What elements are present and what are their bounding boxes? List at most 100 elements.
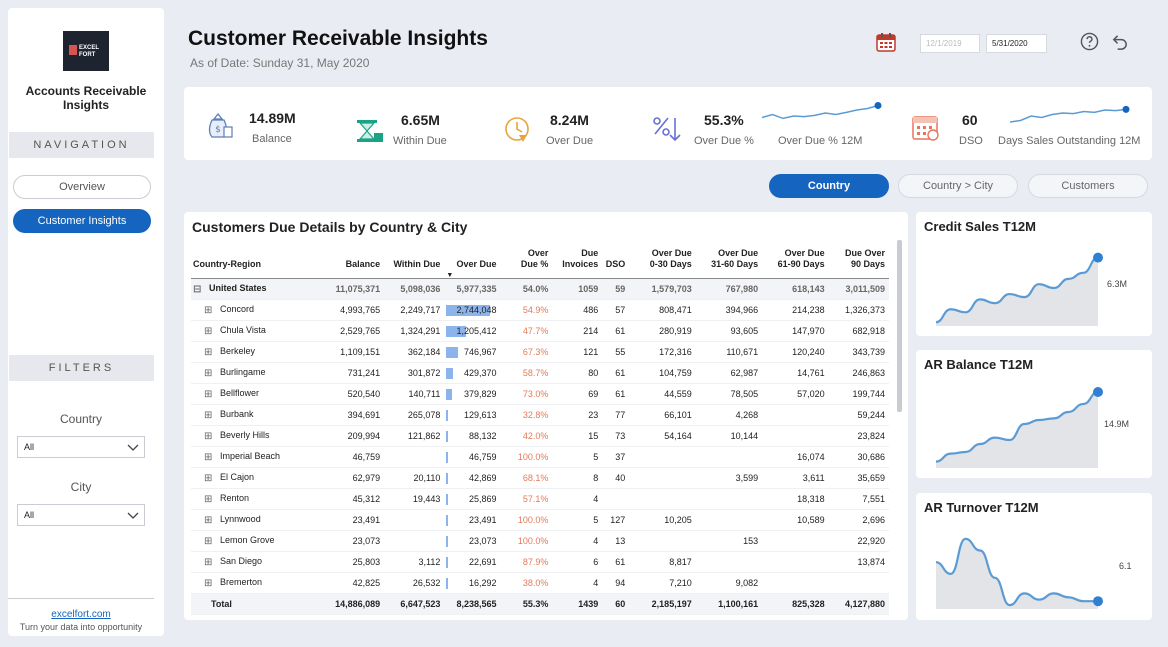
table-cell — [828, 572, 889, 594]
table-row[interactable]: ⊞ Berkeley 1,109,151 362,184 746,967 67.3% 121… — [191, 341, 889, 363]
table-row[interactable]: ⊞ Concord 4,993,765 2,249,717 2,744,048 54.9%… — [191, 299, 889, 321]
column-header[interactable]: Over Due 0-30 Days — [629, 242, 696, 279]
city-cell: ⊞ Imperial Beach — [191, 446, 324, 468]
over-due-pct-cell: 54.9% — [500, 299, 553, 321]
table-row[interactable]: ⊞ Bremerton 42,825 26,532 16,292 38.0% 4 94 7,21… — [191, 572, 889, 594]
expand-icon[interactable]: ⊞ — [204, 409, 213, 421]
column-header[interactable]: Over Due ▼ — [444, 242, 501, 279]
city-cell: ⊞ Bellflower — [191, 383, 324, 405]
table-row[interactable]: ⊞ Beverly Hills 209,994 121,862 88,132 42.0% 1… — [191, 425, 889, 447]
table-row[interactable]: ⊞ San Diego 25,803 3,112 22,691 87.9% 6 61 8,817… — [191, 551, 889, 573]
column-header[interactable]: Over Due % — [500, 242, 553, 279]
over-due-pct-cell: 68.1% — [500, 467, 553, 489]
column-header[interactable]: Balance — [323, 242, 385, 279]
app-title: Accounts Receivable Insights — [25, 84, 147, 112]
nav-overview-button[interactable]: Overview — [13, 175, 151, 199]
date-from-input[interactable]: 12/1/2019 — [920, 34, 980, 53]
table-row[interactable]: ⊞ Bellflower 520,540 140,711 379,829 73.0% 69 6… — [191, 383, 889, 405]
expand-icon[interactable]: ⊞ — [204, 535, 213, 547]
column-header[interactable]: Country-Region — [191, 242, 324, 279]
column-header-text: Invoices — [562, 258, 599, 269]
over-due-cell: 746,967 — [444, 341, 501, 363]
column-header[interactable]: DSO — [602, 242, 630, 279]
table-cell: 1,579,703 — [629, 278, 696, 300]
table-cell — [695, 509, 763, 531]
expand-icon[interactable]: ⊞ — [204, 346, 213, 358]
expand-icon[interactable]: ⊞ — [204, 430, 213, 442]
collapse-icon[interactable]: ⊟ — [193, 283, 202, 295]
table-cell: 280,919 — [629, 320, 696, 342]
expand-icon[interactable]: ⊞ — [204, 493, 213, 505]
help-icon[interactable] — [1080, 32, 1099, 51]
expand-icon[interactable]: ⊞ — [204, 388, 213, 400]
table-cell: 77 — [602, 404, 630, 426]
expand-icon[interactable]: ⊞ — [204, 325, 213, 337]
table-scrollbar[interactable] — [897, 240, 902, 412]
trend-endpoint — [1093, 596, 1103, 607]
total-cell: 14,886,089 — [323, 592, 385, 615]
column-header[interactable]: Over Due 61-90 Days — [762, 242, 829, 279]
column-header[interactable]: Over Due 31-60 Days — [695, 242, 763, 279]
column-header-text: Over Due — [456, 258, 497, 269]
expand-icon[interactable]: ⊞ — [204, 514, 213, 526]
over-due-databar — [446, 409, 449, 421]
table-row[interactable]: ⊞ Lemon Grove 23,073 23,073 100.0% 4 13 153 22,9… — [191, 530, 889, 552]
over-due-value: 23,073 — [468, 535, 497, 546]
expand-icon[interactable]: ⊞ — [204, 367, 213, 379]
excelfort-link[interactable]: excelfort.com — [51, 609, 111, 620]
column-header-text: Over Due — [784, 247, 825, 258]
column-header[interactable]: Due Invoices — [552, 242, 603, 279]
table-row[interactable]: ⊞ Chula Vista 2,529,765 1,324,291 1,205,412 4… — [191, 320, 889, 342]
table-row[interactable]: ⊞ Imperial Beach 46,759 46,759 100.0% 5 37 16,0… — [191, 446, 889, 468]
table-cell: 22,920 — [828, 530, 889, 552]
column-header[interactable]: Due Over 90 Days — [828, 242, 889, 279]
tab-customers[interactable]: Customers — [1028, 174, 1148, 198]
kpi-dso: 60 DSO Days Sales Outstanding 12M — [904, 87, 1152, 160]
nav-customer-insights-button[interactable]: Customer Insights — [13, 209, 151, 233]
table-cell: 57,020 — [762, 383, 829, 405]
expand-icon[interactable]: ⊞ — [204, 577, 213, 589]
table-row[interactable]: ⊞ Renton 45,312 19,443 25,869 57.1% 4 18,318 7,5… — [191, 488, 889, 510]
over-due-databar — [446, 556, 449, 568]
expand-icon[interactable]: ⊞ — [204, 556, 213, 568]
table-cell — [602, 488, 630, 510]
table-row[interactable]: ⊞ Lynnwood 23,491 23,491 100.0% 5 127 10,205 10,… — [191, 509, 889, 531]
table-cell: 42,825 — [323, 572, 385, 594]
tab-country-city[interactable]: Country > City — [898, 174, 1018, 198]
country-filter-dropdown[interactable]: All — [17, 436, 145, 458]
table-cell: 3,112 — [384, 551, 445, 573]
over-due-cell: 42,869 — [444, 467, 501, 489]
table-row[interactable]: ⊞ Burlingame 731,241 301,872 429,370 58.7% 80 6… — [191, 362, 889, 384]
table-row[interactable]: ⊞ Burbank 394,691 265,078 129,613 32.8% 23 77 66… — [191, 404, 889, 426]
table-cell: 121,862 — [384, 425, 445, 447]
table-cell: 23 — [552, 404, 603, 426]
table-cell: 18,318 — [762, 488, 829, 510]
over-due-databar — [446, 388, 453, 400]
over-due-cell: 429,370 — [444, 362, 501, 384]
table-cell — [762, 551, 829, 573]
expand-icon[interactable]: ⊞ — [204, 451, 213, 463]
country-filter-label: Country — [59, 412, 103, 426]
table-cell: 54,164 — [629, 425, 696, 447]
table-row[interactable]: ⊞ El Cajon 62,979 20,110 42,869 68.1% 8 40 3,599… — [191, 467, 889, 489]
percent-down-icon — [653, 117, 681, 142]
table-cell: 5,977,335 — [444, 278, 501, 300]
expand-icon[interactable]: ⊞ — [204, 472, 213, 484]
expand-icon[interactable]: ⊞ — [204, 304, 213, 316]
column-header-text: Within Due — [393, 258, 441, 269]
city-name: Burbank — [220, 408, 254, 419]
tab-country[interactable]: Country — [769, 174, 889, 198]
column-header[interactable]: Within Due — [384, 242, 445, 279]
svg-text:$: $ — [215, 125, 221, 135]
group-row-united-states[interactable]: ⊟ United States 11,075,371 5,098,036 5,977,3… — [191, 278, 889, 300]
table-cell: 301,872 — [384, 362, 445, 384]
calendar-icon[interactable] — [876, 32, 896, 52]
over-due-cell: 88,132 — [444, 425, 501, 447]
city-filter-dropdown[interactable]: All — [17, 504, 145, 526]
date-to-input[interactable]: 5/31/2020 — [986, 34, 1047, 53]
over-due-value: 129,613 — [463, 409, 497, 420]
back-icon[interactable] — [1110, 32, 1129, 51]
table-cell — [695, 488, 763, 510]
city-name: Berkeley — [220, 345, 256, 356]
table-cell: 767,980 — [695, 278, 763, 300]
